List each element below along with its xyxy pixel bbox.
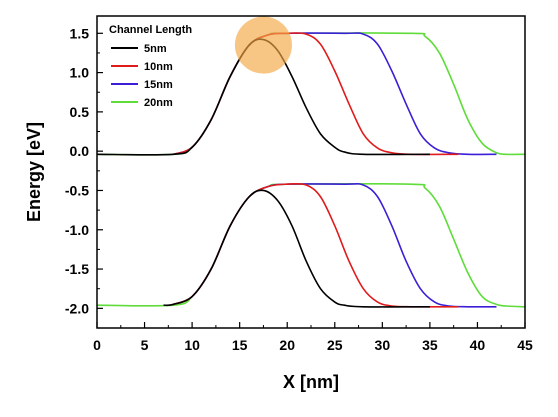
y-tick-label: -1.0 (65, 222, 89, 238)
x-axis-label: X [nm] (283, 372, 339, 392)
y-tick-label: 1.5 (70, 25, 90, 41)
legend-label-5nm: 5nm (144, 43, 167, 55)
legend: Channel Length 5nm 10nm 15nm 20nm (109, 24, 192, 109)
x-tick-label: 5 (141, 337, 149, 353)
x-tick-label: 30 (375, 337, 391, 353)
series-15nm-conduction-line (172, 32, 497, 156)
y-tick-label: 0.0 (70, 143, 90, 159)
x-axis-ticks: 0 5 10 15 20 25 30 35 40 45 (93, 322, 533, 353)
series-lines (96, 32, 526, 308)
x-tick-label: 0 (93, 337, 101, 353)
series-5nm-valence-line (163, 189, 430, 308)
series-20nm-valence-line (96, 182, 526, 308)
x-tick-label: 40 (470, 337, 486, 353)
legend-title: Channel Length (109, 24, 192, 36)
x-tick-label: 35 (422, 337, 438, 353)
legend-label-10nm: 10nm (144, 61, 173, 73)
x-tick-label: 15 (232, 337, 248, 353)
x-tick-label: 25 (327, 337, 343, 353)
y-tick-label: -2.0 (65, 300, 89, 316)
legend-label-15nm: 15nm (144, 79, 173, 91)
series-10nm-conduction-line (172, 32, 459, 156)
highlight-circle (234, 16, 292, 74)
x-tick-label: 10 (184, 337, 200, 353)
y-tick-label: -0.5 (65, 182, 89, 198)
y-axis-label: Energy [eV] (24, 122, 44, 222)
series-10nm-valence-line (172, 182, 459, 308)
x-tick-label: 45 (517, 337, 533, 353)
y-tick-label: 1.0 (70, 65, 90, 81)
y-tick-label: -1.5 (65, 261, 89, 277)
y-axis-ticks: 1.5 1.0 0.5 0.0 -0.5 -1.0 -1.5 -2.0 (65, 25, 103, 316)
x-tick-label: 20 (279, 337, 295, 353)
y-tick-label: 0.5 (70, 104, 90, 120)
legend-label-20nm: 20nm (144, 97, 173, 109)
